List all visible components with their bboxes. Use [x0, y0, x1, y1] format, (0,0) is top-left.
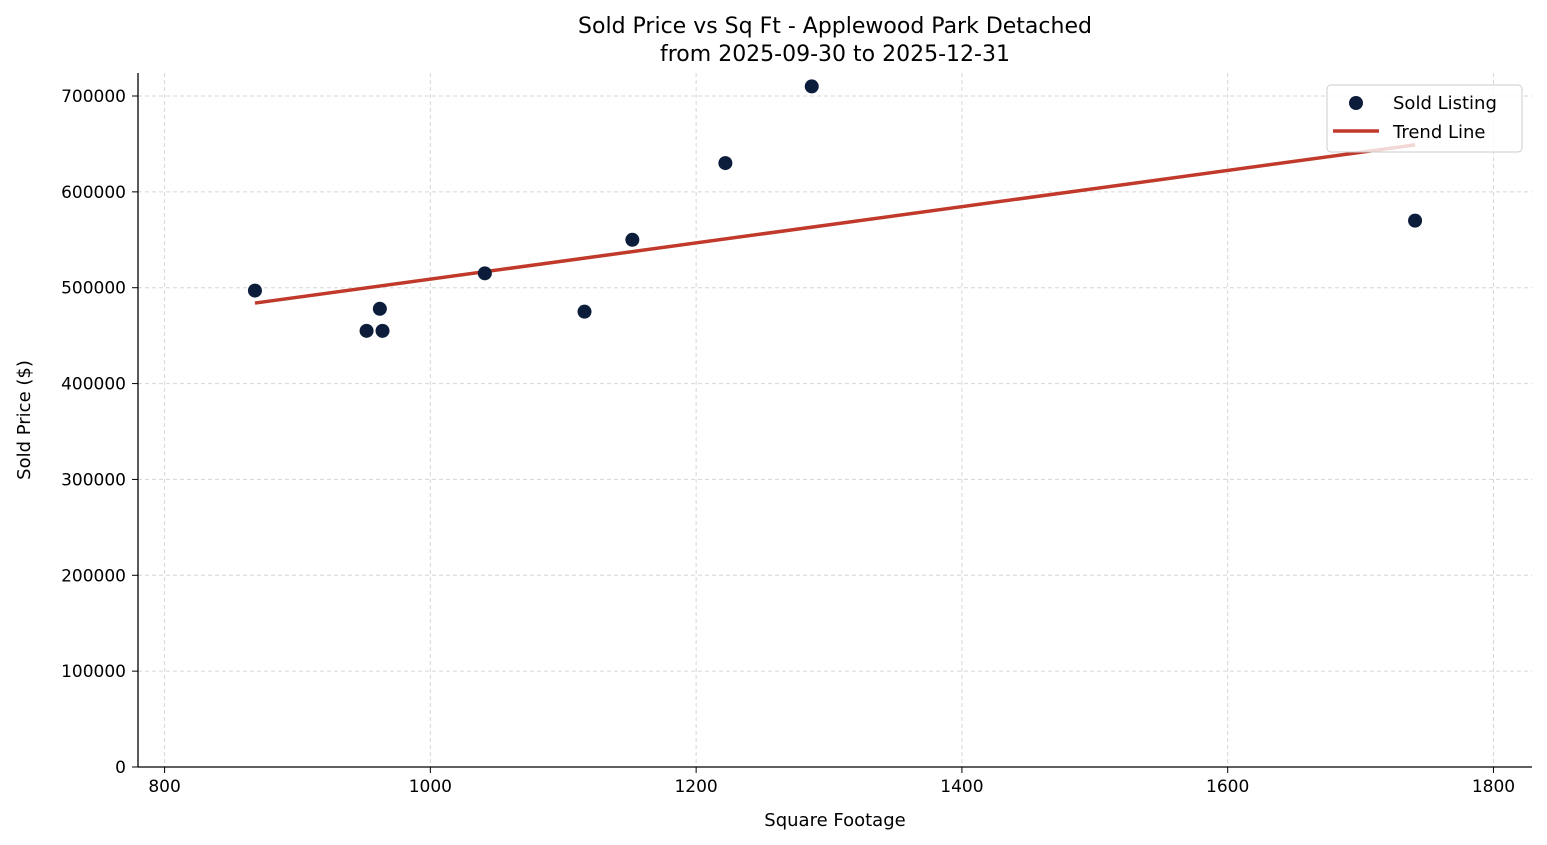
chart-title: Sold Price vs Sq Ft - Applewood Park Det… [578, 14, 1092, 39]
x-tick-label: 1200 [674, 777, 717, 797]
y-tick-label: 200000 [61, 566, 126, 586]
data-point [718, 156, 733, 171]
data-point [804, 79, 819, 94]
trend-line [254, 143, 1416, 305]
y-tick-label: 100000 [61, 662, 126, 682]
y-tick-label: 600000 [61, 183, 126, 203]
data-point [577, 304, 592, 319]
x-axis-label: Square Footage [764, 810, 905, 831]
marks [247, 79, 1423, 338]
legend: Sold Listing Trend Line [1326, 84, 1523, 153]
y-axis-label: Sold Price ($) [14, 360, 35, 480]
legend-marker-sold-listing [1349, 96, 1363, 110]
y-tick-label: 500000 [61, 279, 126, 299]
y-tick-label: 400000 [61, 375, 126, 395]
grid [138, 73, 1532, 768]
legend-label-sold-listing: Sold Listing [1393, 93, 1497, 114]
data-point [247, 283, 262, 298]
axes: 800 1000 1200 1400 1600 1800 0 100000 200000 3000… [61, 73, 1532, 797]
chart-subtitle: from 2025-09-30 to 2025-12-31 [660, 42, 1010, 67]
y-tick-label: 0 [115, 758, 126, 778]
x-tick-label: 1600 [1206, 777, 1249, 797]
x-tick-label: 1800 [1472, 777, 1515, 797]
legend-box [1326, 84, 1523, 153]
y-tick-label: 300000 [61, 470, 126, 490]
x-tick-label: 800 [148, 777, 180, 797]
data-point [375, 323, 390, 338]
y-tick-label: 700000 [61, 87, 126, 107]
legend-label-trend-line: Trend Line [1392, 122, 1486, 143]
data-point [625, 232, 640, 247]
x-tick-label: 1000 [409, 777, 452, 797]
data-point [1408, 213, 1423, 228]
data-point [372, 301, 387, 316]
data-point [477, 266, 492, 281]
data-point [359, 323, 374, 338]
x-tick-label: 1400 [940, 777, 983, 797]
